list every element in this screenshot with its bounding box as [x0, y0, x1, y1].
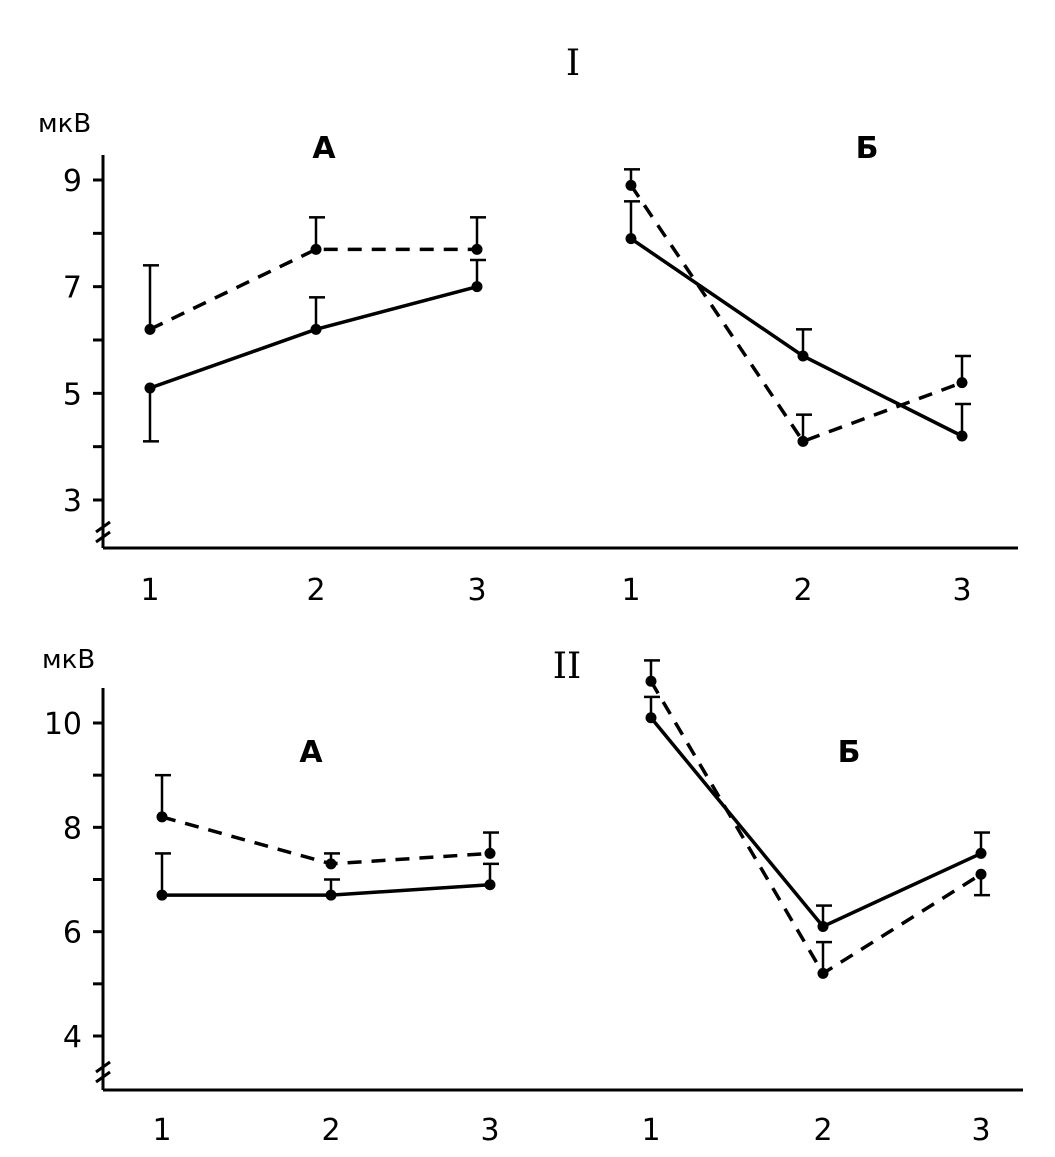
dashed-series-line	[649, 680, 982, 976]
x-tick-label: 1	[152, 1113, 171, 1148]
axis-break-mark	[95, 1070, 111, 1084]
solid-data-point	[144, 382, 156, 394]
series	[143, 168, 971, 447]
x-tick-label: 2	[321, 1113, 340, 1148]
dashed-data-point	[156, 811, 168, 823]
panel-a-series	[143, 216, 486, 443]
axes	[95, 688, 1023, 1092]
dashed-series-line	[629, 184, 963, 444]
x-tick-label: 3	[971, 1113, 990, 1148]
y-tick-label: 5	[63, 377, 82, 412]
panel-label-a: А	[299, 735, 323, 770]
y-tick-label: 9	[63, 164, 82, 199]
dashed-data-point	[797, 435, 809, 447]
y-tick-label: 8	[63, 811, 82, 846]
y-tick-label: 10	[44, 707, 82, 742]
panel-b-series	[624, 168, 971, 447]
solid-data-point	[310, 323, 322, 335]
solid-data-point	[325, 889, 337, 901]
dashed-data-point	[484, 847, 496, 859]
x-ticks: 1 2 3 1 2 3	[152, 1113, 990, 1148]
chart-I: I мкВ А Б 3 5 7 9 1 2 3 1 2 3	[38, 43, 1018, 608]
y-axis-unit: мкВ	[42, 645, 95, 675]
solid-data-point	[484, 879, 496, 891]
y-tick-label: 7	[63, 271, 82, 306]
x-tick-label: 2	[793, 573, 812, 608]
x-tick-label: 1	[641, 1113, 660, 1148]
x-tick-label: 1	[621, 573, 640, 608]
solid-data-point	[817, 920, 829, 932]
dashed-data-point	[471, 243, 483, 255]
series	[155, 659, 990, 979]
dashed-series-line	[149, 247, 477, 331]
solid-data-point	[645, 712, 657, 724]
dashed-data-point	[645, 675, 657, 687]
dashed-data-point	[325, 858, 337, 870]
axis-break-mark	[95, 520, 111, 534]
solid-data-point	[156, 889, 168, 901]
panel-label-b: Б	[856, 131, 879, 166]
x-tick-label: 2	[306, 573, 325, 608]
y-axis-unit: мкВ	[38, 109, 91, 139]
dashed-data-point	[144, 323, 156, 335]
panel-a-series	[155, 773, 499, 901]
axis-break-mark	[95, 1060, 111, 1074]
dashed-data-point	[625, 179, 637, 191]
solid-series-line	[149, 284, 478, 390]
chart-title: I	[566, 43, 580, 84]
y-tick-label: 3	[63, 484, 82, 519]
x-tick-label: 3	[467, 573, 486, 608]
solid-data-point	[625, 233, 637, 245]
panel-b-series	[644, 659, 990, 979]
x-tick-label: 3	[952, 573, 971, 608]
y-ticks: 3 5 7 9	[63, 164, 103, 519]
chart-title: II	[553, 646, 581, 687]
y-tick-label: 6	[63, 916, 82, 951]
x-tick-label: 3	[480, 1113, 499, 1148]
x-tick-label: 2	[813, 1113, 832, 1148]
solid-data-point	[797, 350, 809, 362]
dashed-data-point	[956, 377, 968, 389]
solid-data-point	[471, 281, 483, 293]
x-tick-label: 1	[140, 573, 159, 608]
y-ticks: 4 6 8 10	[44, 707, 103, 1055]
dashed-data-point	[975, 868, 987, 880]
panel-label-b: Б	[838, 735, 861, 770]
y-tick-label: 4	[63, 1020, 82, 1055]
solid-data-point	[975, 847, 987, 859]
axes	[95, 155, 1018, 550]
axis-break-mark	[95, 530, 111, 544]
panel-label-a: А	[312, 131, 336, 166]
dashed-data-point	[310, 243, 322, 255]
solid-data-point	[956, 430, 968, 442]
solid-series-line	[630, 237, 963, 438]
dashed-data-point	[817, 967, 829, 979]
solid-series-line	[649, 716, 982, 929]
x-ticks: 1 2 3 1 2 3	[140, 573, 971, 608]
dashed-series-line	[161, 815, 491, 866]
